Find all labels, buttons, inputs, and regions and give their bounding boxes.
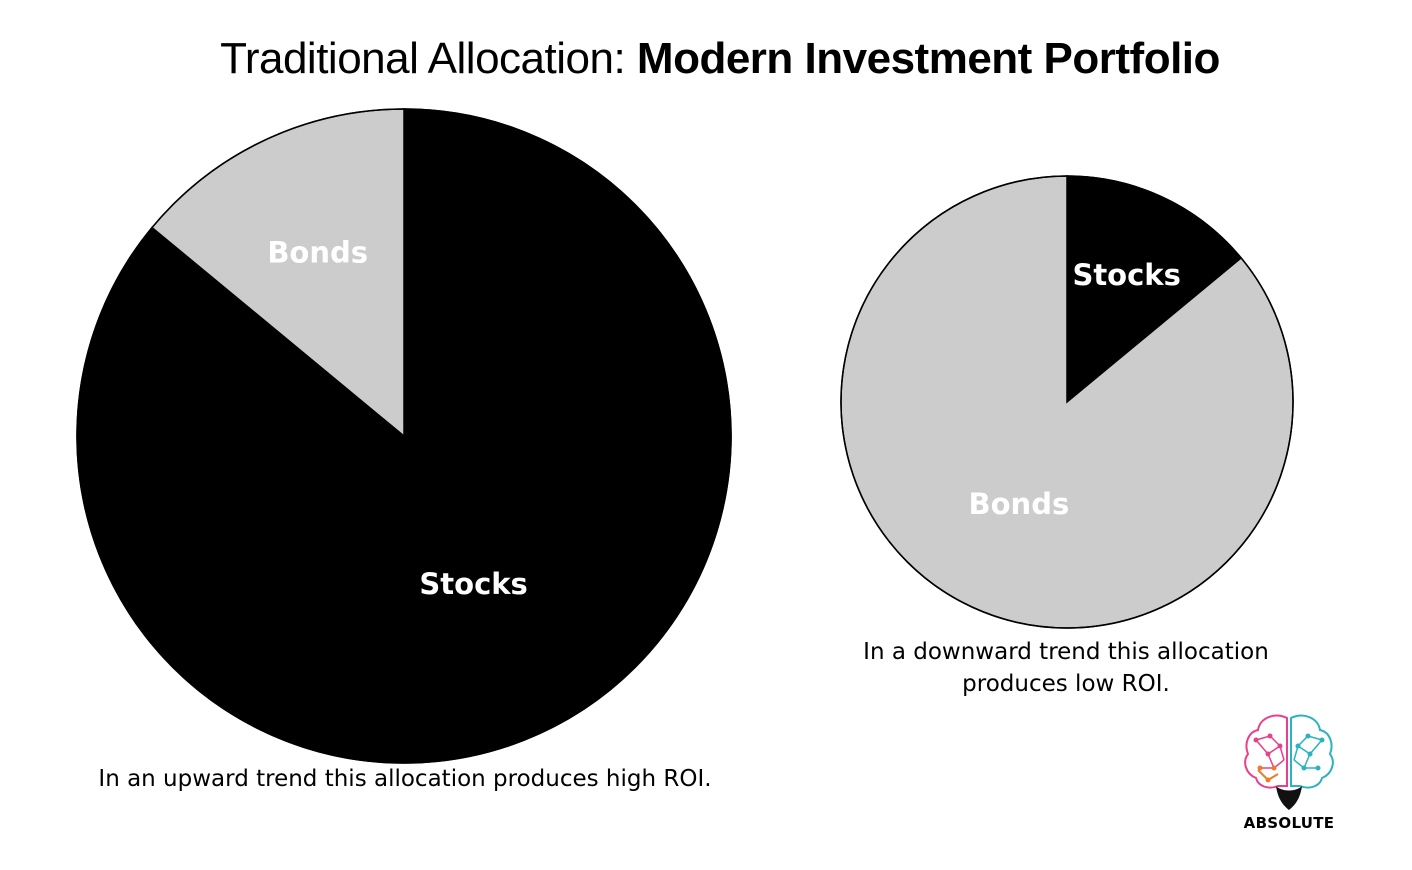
caption-right-chart: In a downward trend this allocation prod… (863, 639, 1269, 697)
logo-wordmark: ABSOLUTE (1243, 814, 1335, 832)
pie-0-outline (76, 108, 732, 764)
pie-1-label-stocks: Stocks (1072, 258, 1180, 292)
chart-title-bold: Modern Investment Portfolio (636, 34, 1220, 83)
brain-icon (1244, 714, 1334, 810)
pie-0-label-stocks: Stocks (419, 567, 527, 601)
chart-title: Traditional Allocation: Modern Investmen… (0, 34, 1412, 84)
caption-left-chart: In an upward trend this allocation produ… (98, 766, 712, 792)
pie-0-label-bonds: Bonds (267, 236, 368, 270)
pie-1-outline (840, 175, 1294, 629)
chart-title-light: Traditional Allocation: (220, 34, 626, 83)
pie-1-label-bonds: Bonds (969, 487, 1070, 521)
